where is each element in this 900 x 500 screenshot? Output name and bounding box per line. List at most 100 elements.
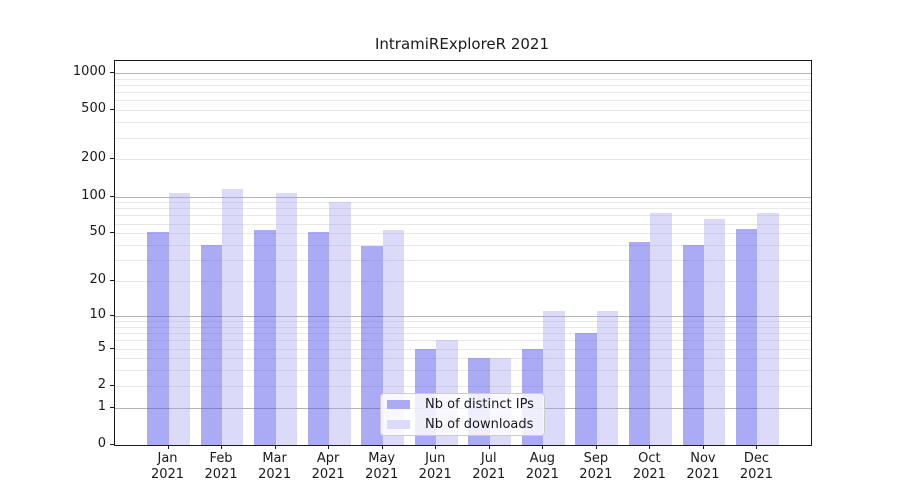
legend-swatch-distinct-ips [387,400,410,409]
y-tick [110,384,114,386]
x-tick-label: Oct 2021 [632,451,666,482]
minor-gridline [115,245,811,247]
x-tick-label: Mar 2021 [258,451,292,482]
y-tick [110,347,114,349]
minor-gridline [115,333,811,335]
x-tick [756,445,758,449]
x-tick-label: Apr 2021 [311,451,345,482]
bar-downloads-sep [596,311,619,445]
y-tick-label: 2 [97,376,106,392]
y-tick-label: 0 [97,436,106,451]
minor-gridline [115,340,811,342]
minor-gridline [115,92,811,94]
x-tick [328,445,330,449]
x-tick [488,445,490,449]
legend-label-downloads: Nb of downloads [425,417,534,432]
y-tick [110,232,114,234]
chart-title: IntramiRExploreR 2021 [374,35,550,53]
minor-gridline [115,100,811,102]
minor-gridline [115,260,811,262]
x-tick-label: Jul 2021 [472,451,506,482]
bar-downloads-may [382,230,405,445]
y-tick-label: 20 [89,272,106,288]
bar-distinct-ips-dec [736,229,758,445]
minor-gridline [115,348,811,350]
y-tick [110,109,114,111]
y-tick-label: 1000 [72,64,106,79]
bar-distinct-ips-nov [682,245,704,445]
y-tick [110,444,114,445]
minor-gridline [115,202,811,204]
y-tick-label: 10 [89,306,106,322]
x-tick [381,445,383,449]
x-tick-label: Dec 2021 [739,451,773,482]
bar-downloads-dec [757,212,779,445]
bar-downloads-apr [329,202,351,445]
y-tick-label: 100 [81,187,106,203]
x-tick-label: May 2021 [365,451,399,482]
y-tick [110,314,114,316]
y-tick-label: 200 [81,150,106,166]
legend-entry-distinct-ips: Nb of distinct IPs [381,396,544,413]
minor-gridline [115,321,811,323]
x-tick-label: Feb 2021 [204,451,238,482]
x-tick [221,445,223,449]
y-tick [110,195,114,197]
bar-distinct-ips-apr [307,232,330,445]
minor-gridline [115,78,811,80]
bar-distinct-ips-oct [628,242,651,445]
minor-gridline [115,122,811,124]
minor-gridline [115,215,811,217]
y-tick [110,158,114,160]
minor-gridline [115,281,811,283]
minor-gridline [115,159,811,161]
legend: Nb of distinct IPs Nb of downloads [380,393,545,436]
bar-downloads-aug [543,311,565,445]
y-tick-label: 50 [89,224,106,240]
minor-gridline [115,358,811,360]
x-tick-label: Aug 2021 [525,451,559,482]
x-tick [702,445,704,449]
minor-gridline [115,233,811,235]
bar-downloads-jan [168,192,190,445]
legend-entry-downloads: Nb of downloads [381,416,544,433]
major-gridline [115,196,811,198]
y-tick-label: 5 [97,339,106,355]
minor-gridline [115,137,811,139]
x-tick [274,445,276,449]
minor-gridline [115,85,811,86]
legend-swatch-downloads [387,420,410,429]
x-tick-label: Jan 2021 [150,451,185,482]
bar-downloads-mar [275,193,297,445]
bar-downloads-nov [703,219,726,445]
major-gridline [115,73,811,74]
bar-distinct-ips-sep [575,333,597,445]
bar-distinct-ips-mar [254,230,276,445]
major-gridline [115,315,811,317]
minor-gridline [115,208,811,210]
x-tick [167,445,169,449]
y-tick-label: 500 [81,101,106,117]
minor-gridline [115,385,811,387]
minor-gridline [115,370,811,372]
y-tick-label: 1 [97,398,106,414]
plot-area [114,60,812,446]
y-tick [110,72,114,73]
bar-distinct-ips-may [361,246,383,445]
x-tick-label: Jun 2021 [418,451,452,482]
y-tick [110,406,114,408]
bar-downloads-oct [650,212,672,445]
x-tick-label: Sep 2021 [579,451,613,482]
x-tick-label: Nov 2021 [686,451,720,482]
x-tick [649,445,651,449]
minor-gridline [115,223,811,225]
x-tick [595,445,597,449]
bar-distinct-ips-feb [200,245,223,445]
legend-label-distinct-ips: Nb of distinct IPs [425,397,534,412]
bar-distinct-ips-jan [147,232,169,445]
minor-gridline [115,326,811,328]
x-tick [542,445,544,449]
y-tick [110,280,114,282]
minor-gridline [115,110,811,112]
